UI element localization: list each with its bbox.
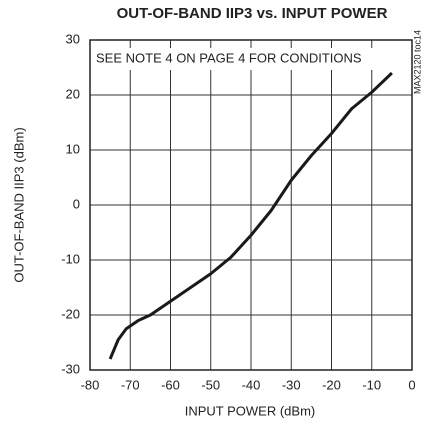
- x-axis-label: INPUT POWER (dBm): [185, 403, 316, 418]
- plot-frame: [89, 39, 413, 371]
- y-tick-label: 10: [66, 141, 80, 156]
- y-axis-label: OUT-OF-BAND IIP3 (dBm): [11, 127, 26, 282]
- x-tick-label: -10: [362, 377, 381, 392]
- x-tick-label: -30: [282, 377, 301, 392]
- y-tick-label: -30: [61, 361, 80, 376]
- x-tick-label: -80: [81, 377, 100, 392]
- data-line: [108, 71, 393, 360]
- x-tick-label: -40: [242, 377, 261, 392]
- y-tick-label: 20: [66, 86, 80, 101]
- annotation: SEE NOTE 4 ON PAGE 4 FOR CONDITIONS: [96, 50, 362, 65]
- y-tick-label: 0: [73, 196, 80, 211]
- annotation-bg: [93, 48, 383, 70]
- y-tick-label: -20: [61, 306, 80, 321]
- side-note: MAX2120 toc14: [412, 30, 422, 94]
- x-tick-label: -20: [322, 377, 341, 392]
- x-tick-label: -60: [161, 377, 180, 392]
- chart-title: OUT-OF-BAND IIP3 vs. INPUT POWER: [117, 5, 388, 22]
- y-tick-label: 30: [66, 31, 80, 46]
- x-tick-label: 0: [408, 377, 415, 392]
- x-tick-label: -70: [121, 377, 140, 392]
- y-tick-label: -10: [61, 251, 80, 266]
- x-tick-label: -50: [201, 377, 220, 392]
